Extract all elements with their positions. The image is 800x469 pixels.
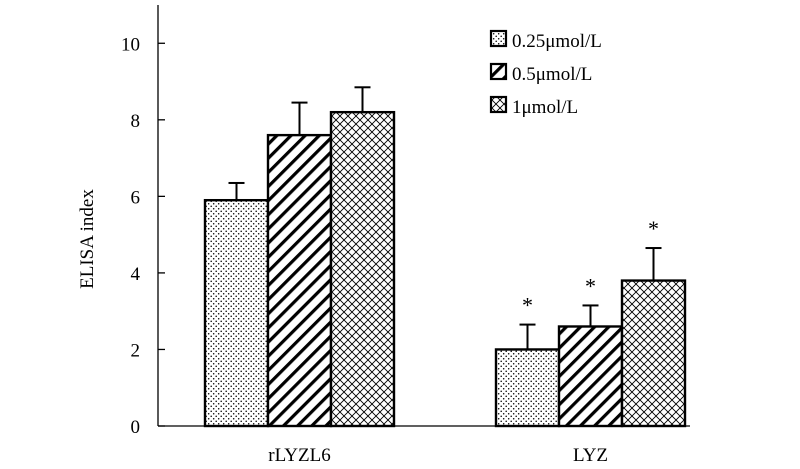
y-tick-label: 2 — [131, 340, 141, 361]
legend-swatch — [489, 29, 508, 48]
legend: 0.25μmol/L 0.5μmol/L 1μmol/L — [489, 29, 602, 118]
legend-label: 1μmol/L — [512, 97, 578, 118]
legend-label: 0.5μmol/L — [512, 64, 592, 85]
y-tick-label: 8 — [131, 111, 141, 132]
y-axis-label: ELISA index — [77, 189, 98, 289]
y-tick-label: 4 — [131, 264, 141, 285]
y-ticks: 0 2 4 6 8 10 — [121, 34, 165, 438]
y-axis: 0 2 4 6 8 10 — [121, 5, 165, 438]
y-tick-label: 0 — [131, 417, 141, 438]
legend-swatch — [489, 95, 508, 114]
x-tick-label: rLYZL6 — [268, 445, 330, 466]
bar — [557, 325, 624, 428]
significance-marker: * — [522, 293, 533, 318]
bars: * * * — [203, 86, 687, 428]
bar — [494, 348, 561, 428]
bar — [620, 279, 687, 428]
bar — [203, 198, 270, 428]
legend-swatch — [489, 62, 508, 81]
bar — [266, 133, 333, 428]
significance-marker: * — [585, 273, 596, 298]
legend-label: 0.25μmol/L — [512, 31, 602, 52]
y-tick-label: 6 — [131, 187, 141, 208]
significance-marker: * — [648, 216, 659, 241]
y-tick-label: 10 — [121, 34, 140, 55]
x-tick-label: LYZ — [573, 445, 608, 466]
bar — [329, 110, 396, 428]
x-tick-labels: rLYZL6 LYZ — [268, 445, 608, 466]
